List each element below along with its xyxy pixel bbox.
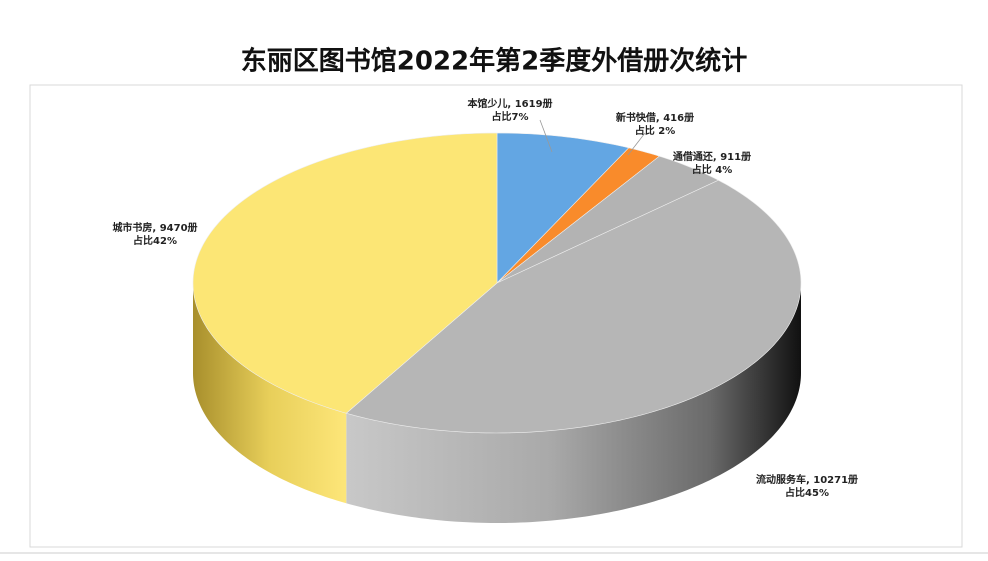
slice-side	[346, 283, 801, 523]
data-label: 本馆少儿, 1619册	[467, 97, 552, 110]
slice-side	[193, 283, 347, 504]
data-label: 流动服务车, 10271册	[756, 473, 858, 486]
share-label: 占比42%	[133, 234, 177, 247]
leader-line	[539, 119, 553, 153]
data-label: 新书快借, 416册	[616, 111, 694, 124]
data-label: 通借通还, 911册	[673, 150, 751, 163]
pie-slice	[496, 147, 661, 284]
pie-slice	[192, 132, 498, 414]
pie-slice	[496, 155, 720, 284]
leader-line	[627, 132, 646, 156]
chart-title: 东丽区图书馆2022年第2季度外借册次统计	[241, 46, 747, 77]
data-label: 城市书房, 9470册	[112, 221, 197, 234]
share-label: 占比7%	[492, 110, 529, 123]
pie-slice	[496, 132, 630, 284]
share-label: 占比 2%	[635, 124, 675, 137]
share-label: 占比45%	[785, 486, 829, 499]
share-label: 占比 4%	[692, 163, 732, 176]
pie-slice	[345, 179, 802, 434]
